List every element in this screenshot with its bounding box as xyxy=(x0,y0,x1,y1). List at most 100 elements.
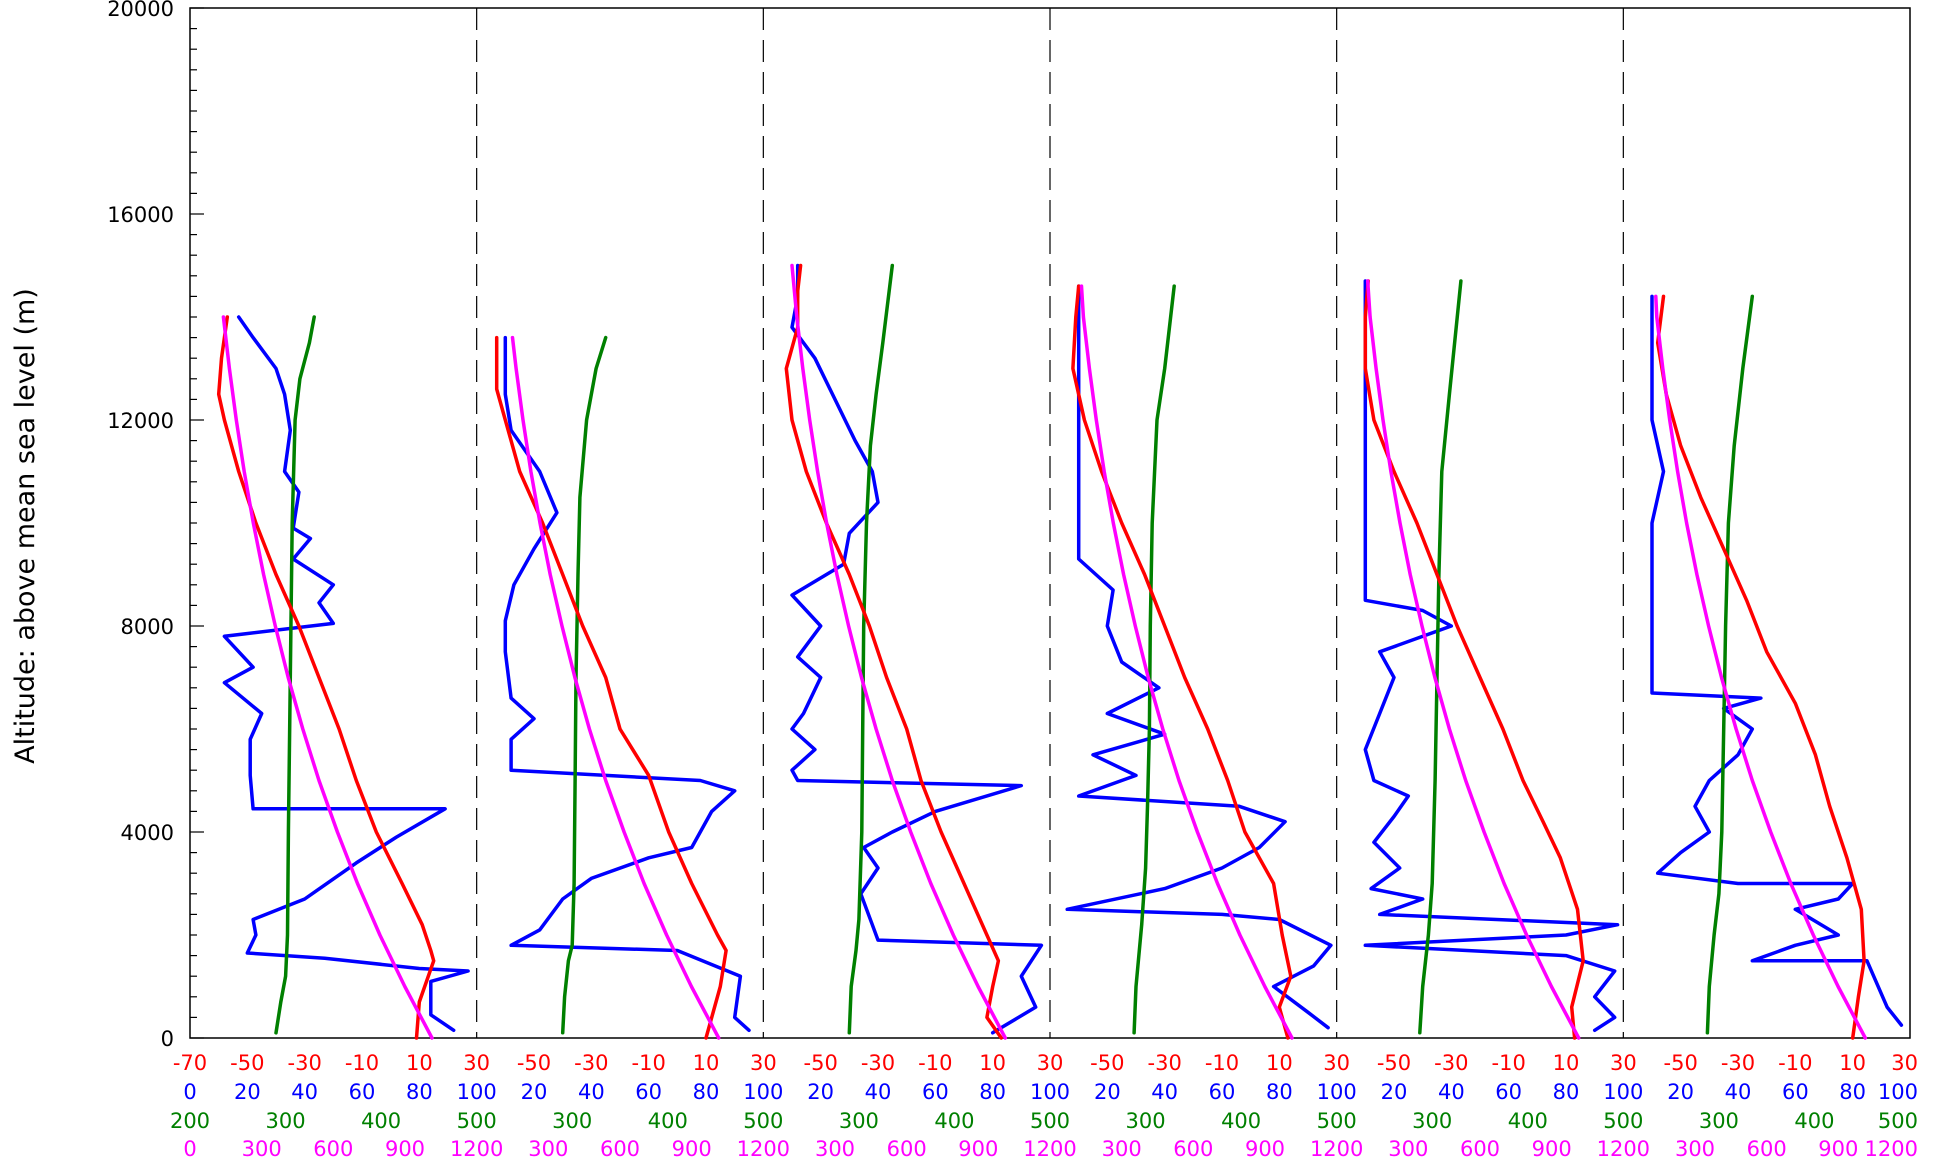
x-tick-label: -50 xyxy=(1090,1051,1124,1075)
x-tick-label: 20 xyxy=(807,1080,834,1104)
x-axes: -70 -50 -30 -10 10 30 -50 -30 -10 10 30 -50 -30 -10 10… xyxy=(170,1051,1918,1161)
x-tick-label: 600 xyxy=(1173,1137,1213,1161)
x-tick-label: -50 xyxy=(1377,1051,1411,1075)
temperature-profile-5 xyxy=(1363,279,1585,1040)
theta-profile-2 xyxy=(560,335,608,1035)
y-tick-label: 4000 xyxy=(121,821,174,845)
x-tick-label: -50 xyxy=(1664,1051,1698,1075)
x-tick-label: 20 xyxy=(1094,1080,1121,1104)
temperature-profile-3 xyxy=(784,263,1004,1040)
x-tick-label: 300 xyxy=(552,1109,592,1133)
x-tick-label: -30 xyxy=(1721,1051,1755,1075)
x-tick-label: 500 xyxy=(1878,1109,1918,1133)
x-tick-label: 30 xyxy=(1323,1051,1350,1075)
x-tick-label: 300 xyxy=(815,1137,855,1161)
humidity-profile-5 xyxy=(1363,279,1620,1033)
x-tick-label: 10 xyxy=(1553,1051,1580,1075)
plot-frame xyxy=(189,7,1911,1039)
x-tick-label: 20 xyxy=(1667,1080,1694,1104)
x-tick-label: 1200 xyxy=(1597,1137,1650,1161)
x-tick-label: -50 xyxy=(230,1051,264,1075)
x-tick-label: 300 xyxy=(528,1137,568,1161)
x-tick-label: 500 xyxy=(743,1109,783,1133)
x-tick-label: 100 xyxy=(457,1080,497,1104)
panel-3 xyxy=(784,263,1044,1040)
x-tick-label: -30 xyxy=(1148,1051,1182,1075)
y-tick-label: 8000 xyxy=(121,615,174,639)
x-tick-label: 30 xyxy=(1037,1051,1064,1075)
x-tick-label: -30 xyxy=(288,1051,322,1075)
x-tick-label: 900 xyxy=(1532,1137,1572,1161)
x-tick-label: 30 xyxy=(1610,1051,1637,1075)
x-tick-label: 600 xyxy=(600,1137,640,1161)
x-tick-label: -10 xyxy=(1205,1051,1239,1075)
panel-4 xyxy=(1065,284,1333,1040)
y-axis: 0 4000 8000 12000 16000 20000 xyxy=(107,0,204,1051)
x-tick-label: 30 xyxy=(750,1051,777,1075)
temperature-profile-4 xyxy=(1071,284,1293,1040)
x-tick-label: 400 xyxy=(361,1109,401,1133)
x-tick-label: 80 xyxy=(1266,1080,1293,1104)
x-tick-label: 40 xyxy=(865,1080,892,1104)
x-tick-label: 300 xyxy=(1126,1109,1166,1133)
x-tick-label: 900 xyxy=(958,1137,998,1161)
x-tick-label: 30 xyxy=(1891,1051,1918,1075)
x-tick-label: 60 xyxy=(922,1080,949,1104)
x-tick-label: 40 xyxy=(1151,1080,1178,1104)
x-tick-label: 0 xyxy=(183,1137,196,1161)
x-tick-label: 40 xyxy=(578,1080,605,1104)
y-tick-label: 12000 xyxy=(107,409,174,433)
humidity-profile-6 xyxy=(1650,294,1904,1027)
x-tick-label: 10 xyxy=(406,1051,433,1075)
x-tick-label: 1200 xyxy=(737,1137,790,1161)
x-tick-label: 80 xyxy=(1553,1080,1580,1104)
x-tick-label: 80 xyxy=(1839,1080,1866,1104)
y-tick-label: 20000 xyxy=(107,0,174,21)
x-tick-label: 400 xyxy=(1508,1109,1548,1133)
panel-1 xyxy=(216,315,470,1040)
pressure-profile-2 xyxy=(510,335,721,1040)
pressure-profile-6 xyxy=(1654,294,1868,1040)
x-tick-label: 600 xyxy=(1747,1137,1787,1161)
x-tick-label: 40 xyxy=(1438,1080,1465,1104)
x-tick-label: 60 xyxy=(635,1080,662,1104)
x-tick-label: -10 xyxy=(1492,1051,1526,1075)
x-tick-label: -70 xyxy=(173,1051,207,1075)
y-axis-label: Altitude: above mean sea level (m) xyxy=(10,288,41,764)
x-tick-label: 80 xyxy=(693,1080,720,1104)
x-tick-label: 600 xyxy=(313,1137,353,1161)
humidity-profile-3 xyxy=(790,263,1044,1035)
theta-profile-5 xyxy=(1418,279,1463,1035)
x-tick-label: 10 xyxy=(1266,1051,1293,1075)
temperature-profile-2 xyxy=(494,335,728,1040)
x-tick-label: 500 xyxy=(1603,1109,1643,1133)
x-tick-label: 60 xyxy=(1782,1080,1809,1104)
x-tick-label: -30 xyxy=(1434,1051,1468,1075)
theta-profile-1 xyxy=(274,315,316,1035)
x-tick-label: 200 xyxy=(170,1109,210,1133)
x-tick-label: 40 xyxy=(291,1080,318,1104)
x-tick-label: 400 xyxy=(1794,1109,1834,1133)
x-tick-label: 100 xyxy=(743,1080,783,1104)
x-tick-label: 40 xyxy=(1725,1080,1752,1104)
x-tick-label: 20 xyxy=(234,1080,261,1104)
x-tick-label: 300 xyxy=(1699,1109,1739,1133)
x-tick-label: 100 xyxy=(1317,1080,1357,1104)
x-tick-label: 1200 xyxy=(1023,1137,1076,1161)
x-tick-label: 1200 xyxy=(450,1137,503,1161)
x-tick-label: 900 xyxy=(672,1137,712,1161)
x-tick-label: 300 xyxy=(839,1109,879,1133)
pressure-profile-3 xyxy=(790,263,1008,1040)
x-tick-label: -10 xyxy=(632,1051,666,1075)
x-tick-label: -10 xyxy=(345,1051,379,1075)
x-tick-label: 400 xyxy=(934,1109,974,1133)
pressure-profile-5 xyxy=(1365,279,1581,1040)
x-tick-label: -10 xyxy=(918,1051,952,1075)
x-tick-label: 10 xyxy=(693,1051,720,1075)
x-tick-label: 300 xyxy=(1388,1137,1428,1161)
x-tick-label: 60 xyxy=(1209,1080,1236,1104)
x-tick-label: 30 xyxy=(463,1051,490,1075)
x-tick-label: 1200 xyxy=(1865,1137,1918,1161)
x-tick-label: 10 xyxy=(1839,1051,1866,1075)
